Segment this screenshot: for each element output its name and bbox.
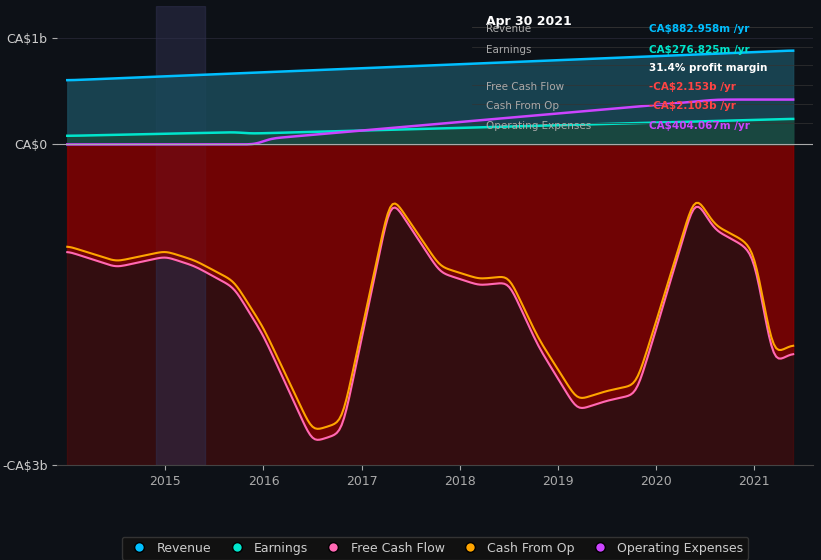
- Text: Operating Expenses: Operating Expenses: [486, 120, 591, 130]
- Text: 31.4% profit margin: 31.4% profit margin: [649, 63, 768, 73]
- Text: Revenue: Revenue: [486, 24, 531, 34]
- Text: -CA$2.153b /yr: -CA$2.153b /yr: [649, 82, 736, 92]
- Legend: Revenue, Earnings, Free Cash Flow, Cash From Op, Operating Expenses: Revenue, Earnings, Free Cash Flow, Cash …: [122, 536, 749, 559]
- Bar: [155, 6, 204, 465]
- Text: CA$882.958m /yr: CA$882.958m /yr: [649, 24, 750, 34]
- Text: Free Cash Flow: Free Cash Flow: [486, 82, 564, 92]
- Text: -CA$2.103b /yr: -CA$2.103b /yr: [649, 101, 736, 111]
- Text: Earnings: Earnings: [486, 45, 531, 55]
- Text: Cash From Op: Cash From Op: [486, 101, 559, 111]
- Text: CA$276.825m /yr: CA$276.825m /yr: [649, 45, 750, 55]
- Text: CA$404.067m /yr: CA$404.067m /yr: [649, 120, 750, 130]
- Text: Apr 30 2021: Apr 30 2021: [486, 15, 571, 28]
